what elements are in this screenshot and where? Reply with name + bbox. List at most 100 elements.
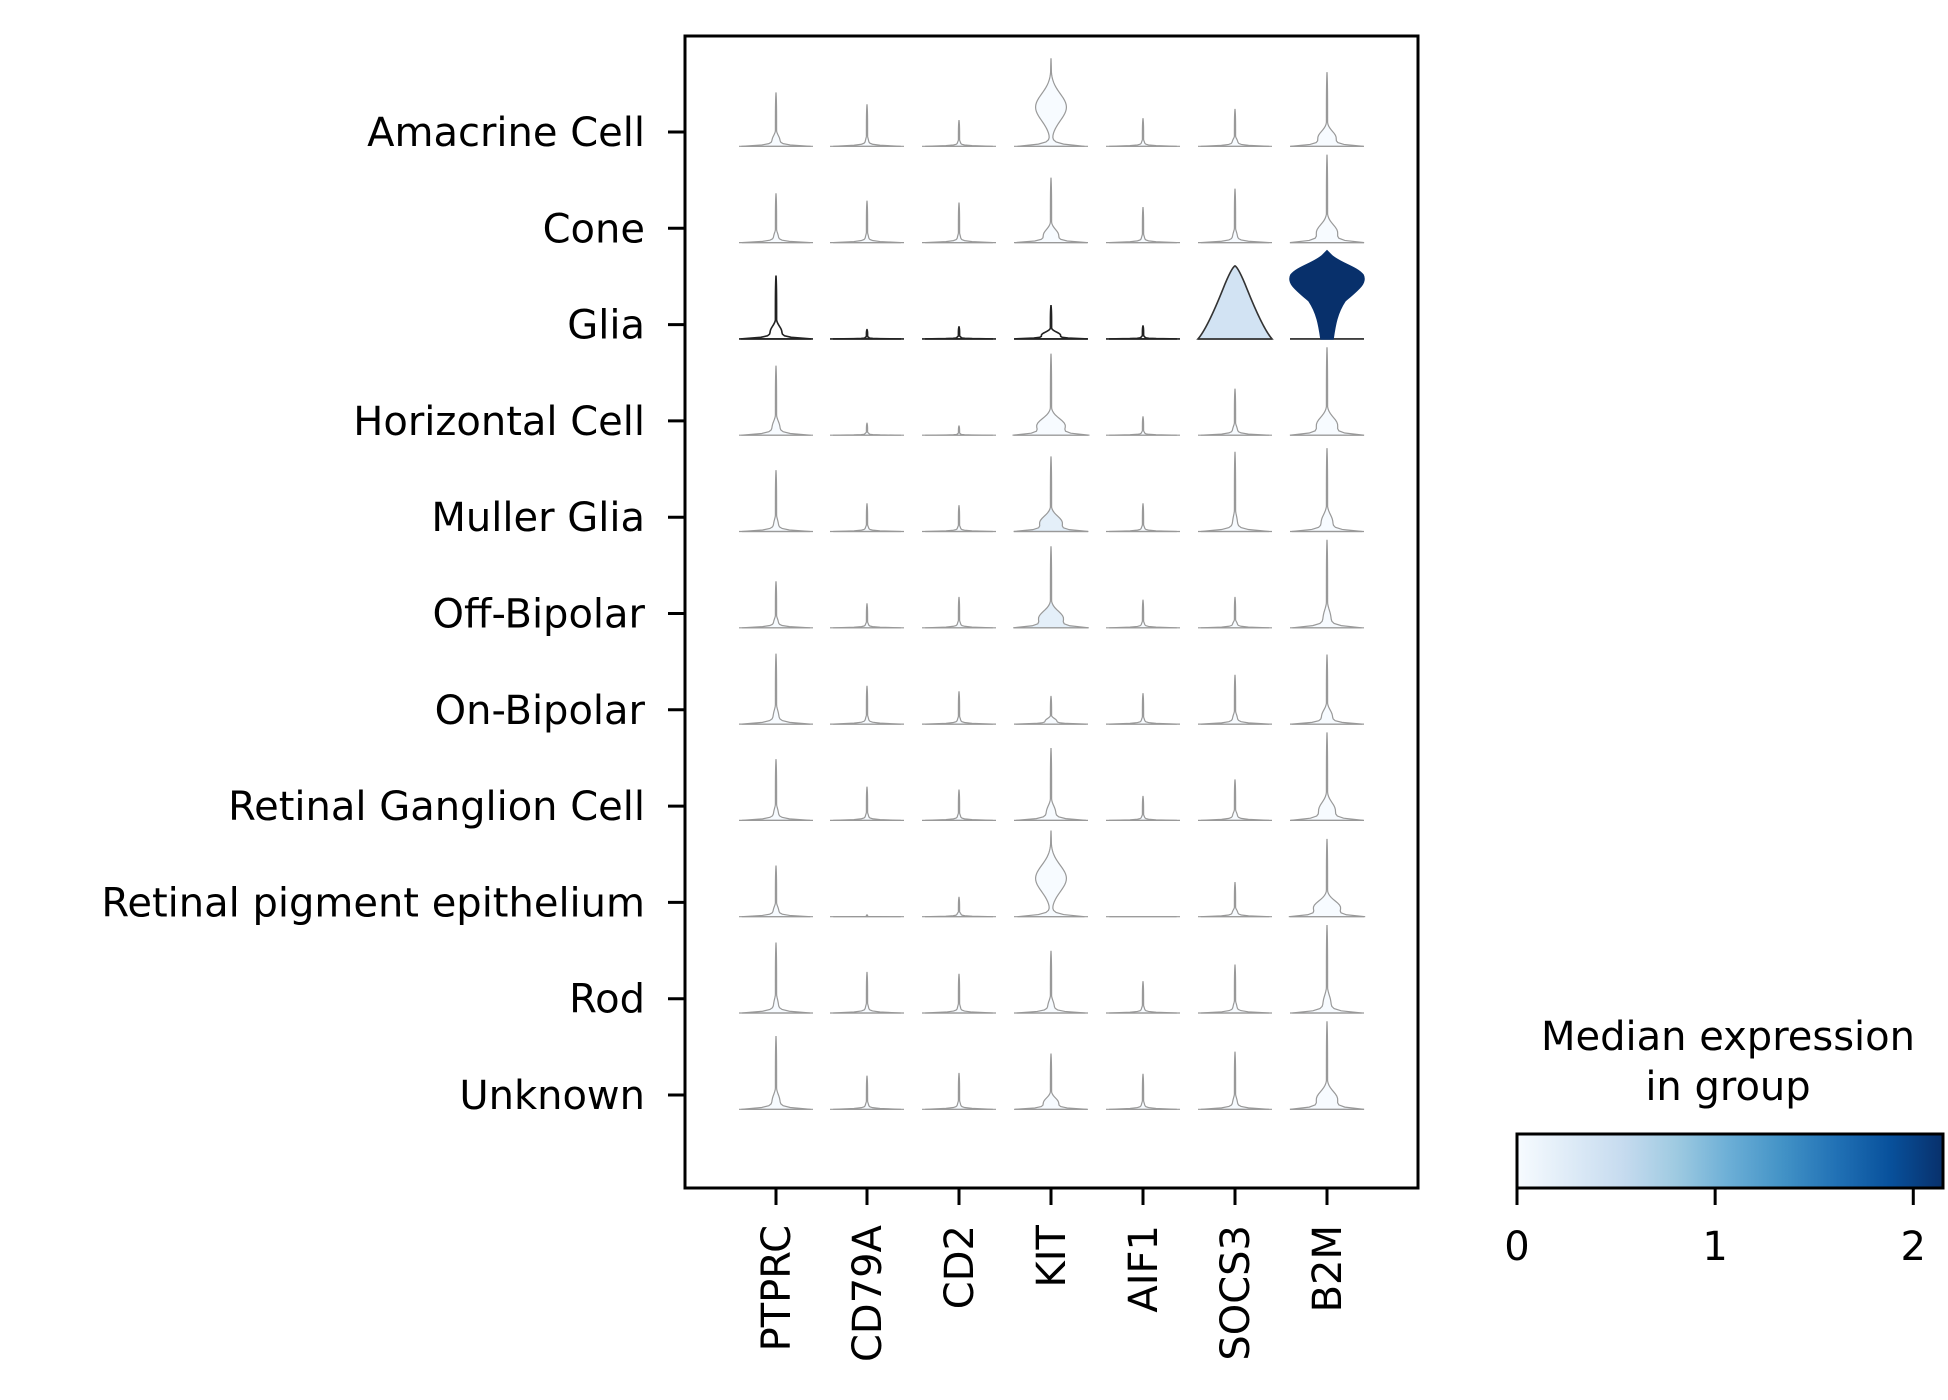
violin-rod-aif1 (1109, 981, 1177, 1014)
violin-row-rod (739, 925, 1364, 1014)
violin-on-bipolar-b2m (1291, 654, 1363, 725)
y-label-on-bipolar: On-Bipolar (435, 688, 646, 734)
violin-amacrine-cell-b2m (1290, 72, 1364, 147)
violin-on-bipolar-ptprc (741, 653, 811, 725)
violin-row-retinal-ganglion-cell (739, 732, 1364, 822)
x-axis: PTPRC CD79A CD2 KIT AIF1 SOCS3 B2M (754, 1188, 1351, 1362)
violin-off-bipolar-kit (1013, 546, 1089, 629)
violin-off-bipolar-socs3 (1200, 596, 1270, 629)
violin-retinal-ganglion-cell-b2m (1290, 732, 1364, 821)
violin-amacrine-cell-kit (1017, 58, 1085, 147)
violin-row-unknown (739, 1021, 1365, 1110)
violin-unknown-cd79a (833, 1075, 901, 1110)
colorbar-tick-label-2: 2 (1901, 1224, 1926, 1270)
violin-retinal-pigment-epithelium-ptprc (741, 865, 811, 918)
violin-horizontal-cell-kit (1012, 353, 1090, 436)
violin-cone-cd79a (833, 200, 901, 244)
x-label-aif1: AIF1 (1121, 1225, 1167, 1313)
violin-horizontal-cell-socs3 (1200, 388, 1270, 436)
violin-on-bipolar-kit (1015, 695, 1087, 725)
violin-cone-cd2 (925, 202, 993, 244)
violin-horizontal-cell-cd2 (925, 425, 993, 436)
colorbar-ticks: 0 1 2 (1504, 1188, 1926, 1270)
colorbar-tick-label-0: 0 (1504, 1224, 1529, 1270)
violin-glia-aif1 (1109, 325, 1177, 340)
y-label-cone: Cone (543, 206, 645, 252)
violin-amacrine-cell-cd2 (925, 119, 993, 147)
violin-rod-b2m (1292, 925, 1362, 1014)
y-label-amacrine-cell: Amacrine Cell (367, 110, 645, 156)
violin-retinal-ganglion-cell-ptprc (741, 759, 811, 821)
violin-cone-ptprc (741, 193, 811, 244)
violin-glia-kit (1014, 304, 1088, 340)
violin-glia-socs3-body (1196, 265, 1274, 340)
violin-rod-cd2 (925, 973, 993, 1014)
x-label-kit: KIT (1029, 1224, 1075, 1287)
violin-row-glia (739, 249, 1365, 340)
x-label-ptprc: PTPRC (754, 1225, 800, 1351)
violin-glia-b2m-body (1289, 249, 1365, 340)
violin-unknown-socs3 (1200, 1051, 1270, 1110)
colorbar: Median expression in group 0 1 2 (1504, 1014, 1945, 1270)
y-label-rod: Rod (569, 977, 645, 1023)
violin-off-bipolar-cd2 (925, 596, 993, 629)
violin-rod-kit (1016, 950, 1086, 1014)
violin-unknown-kit (1014, 1053, 1088, 1110)
violin-cone-b2m (1289, 154, 1365, 244)
violin-retinal-ganglion-cell-cd2 (925, 789, 993, 821)
violin-row-muller-glia (739, 448, 1364, 533)
violin-muller-glia-aif1 (1109, 503, 1177, 533)
violin-retinal-ganglion-cell-kit (1016, 748, 1086, 821)
y-label-off-bipolar: Off-Bipolar (432, 592, 645, 638)
violin-muller-glia-b2m (1291, 448, 1363, 533)
violin-muller-glia-cd79a (833, 503, 901, 533)
violin-glia-cd2 (925, 326, 993, 340)
y-label-muller-glia: Muller Glia (431, 495, 645, 541)
violin-off-bipolar-aif1 (1109, 599, 1177, 629)
violin-horizontal-cell-cd79a (833, 422, 901, 436)
violin-rod-ptprc (741, 942, 811, 1014)
x-label-cd79a: CD79A (845, 1224, 891, 1362)
violin-on-bipolar-cd79a (833, 685, 901, 725)
violin-unknown-b2m (1289, 1021, 1365, 1110)
violin-retinal-ganglion-cell-cd79a (833, 786, 901, 821)
violin-row-horizontal-cell (739, 347, 1365, 436)
violin-off-bipolar-ptprc (741, 581, 811, 629)
colorbar-gradient (1515, 1132, 1945, 1190)
violin-layer (739, 58, 1366, 1110)
violin-glia-ptprc (740, 275, 812, 340)
violin-on-bipolar-socs3 (1200, 674, 1270, 725)
violin-horizontal-cell-aif1 (1109, 416, 1177, 436)
y-axis: Amacrine Cell Cone Glia Horizontal Cell Mull… (101, 110, 685, 1119)
colorbar-title-line2: in group (1645, 1064, 1810, 1110)
violin-retinal-pigment-epithelium-kit (1017, 830, 1085, 918)
violin-row-on-bipolar (739, 653, 1364, 725)
violin-glia-cd79a (833, 328, 901, 340)
violin-horizontal-cell-ptprc (741, 365, 811, 436)
y-label-glia: Glia (567, 303, 645, 349)
x-label-socs3: SOCS3 (1213, 1225, 1259, 1361)
violin-on-bipolar-aif1 (1109, 693, 1177, 725)
violin-retinal-ganglion-cell-socs3 (1200, 779, 1270, 821)
x-label-cd2: CD2 (937, 1225, 983, 1309)
violin-unknown-cd2 (925, 1072, 993, 1110)
violin-cone-aif1 (1109, 207, 1177, 244)
violin-horizontal-cell-b2m (1289, 347, 1365, 436)
colorbar-title-line1: Median expression (1541, 1014, 1915, 1060)
violin-rod-socs3 (1200, 964, 1270, 1014)
violin-on-bipolar-cd2 (925, 691, 993, 725)
violin-row-cone (739, 154, 1365, 244)
violin-amacrine-cell-ptprc (741, 92, 811, 147)
colorbar-tick-label-1: 1 (1702, 1224, 1727, 1270)
violin-off-bipolar-b2m (1292, 539, 1362, 629)
violin-muller-glia-cd2 (925, 505, 993, 533)
violin-row-off-bipolar (739, 539, 1364, 629)
violin-amacrine-cell-socs3 (1200, 108, 1270, 147)
y-label-retinal-pigment-epithelium: Retinal pigment epithelium (101, 880, 645, 926)
x-label-b2m: B2M (1305, 1225, 1351, 1312)
violin-muller-glia-socs3 (1200, 451, 1270, 533)
violin-amacrine-cell-cd79a (833, 104, 901, 147)
violin-retinal-pigment-epithelium-socs3 (1200, 882, 1270, 918)
violin-muller-glia-kit (1013, 456, 1089, 533)
